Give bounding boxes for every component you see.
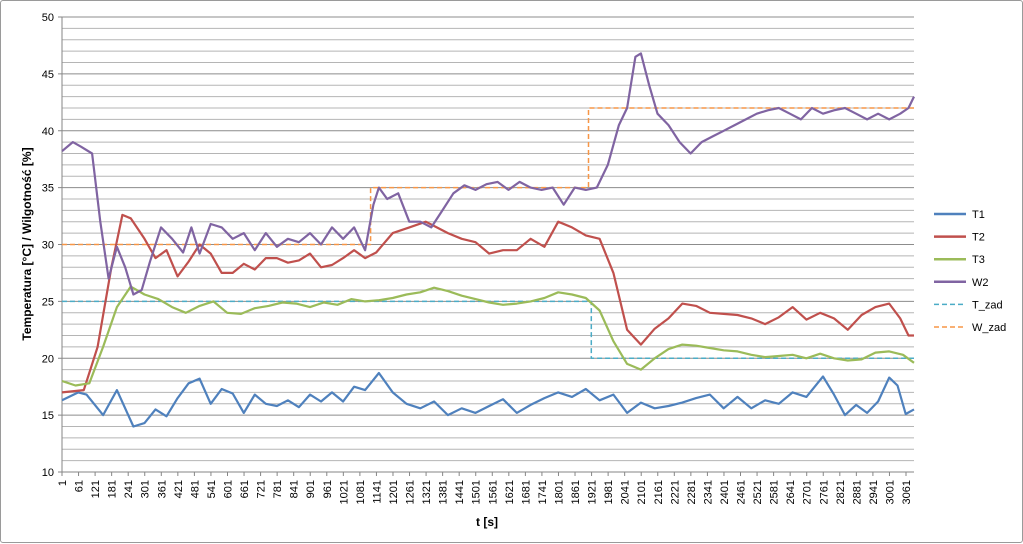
- x-tick-label: 2881: [851, 480, 863, 504]
- x-tick-label: 721: [256, 480, 268, 498]
- x-tick-label: 61: [74, 480, 86, 492]
- x-tick-label: 2281: [686, 480, 698, 504]
- x-tick-label: 1321: [421, 480, 433, 504]
- y-tick-label: 30: [42, 240, 54, 252]
- y-axis-title: Temperatura [°C] / Wilgotność [%]: [20, 147, 34, 340]
- x-tick-label: 1681: [520, 480, 532, 504]
- x-tick-label: 1501: [471, 480, 483, 504]
- series-line-t1: [61, 371, 915, 428]
- y-tick-labels: 10 15 20 25 30 35 40 45 50: [42, 12, 54, 479]
- x-tick-label: 2521: [752, 480, 764, 504]
- x-tick-label: 1921: [587, 480, 599, 504]
- series-layer: [61, 52, 915, 428]
- x-tick-label: 2041: [620, 480, 632, 504]
- x-tick-label: 1261: [405, 480, 417, 504]
- x-tick-label: 841: [289, 480, 301, 498]
- x-tick-label: 181: [107, 480, 119, 498]
- grid-layer: [62, 16, 914, 462]
- x-tick-label: 1801: [553, 480, 565, 504]
- x-tick-label: 241: [123, 480, 135, 498]
- x-tick-label: 1861: [570, 480, 582, 504]
- legend-label-t3: T3: [972, 254, 985, 266]
- x-tick-label: 2761: [818, 480, 830, 504]
- y-tick-label: 15: [42, 410, 54, 422]
- x-tick-label: 1981: [603, 480, 615, 504]
- x-tick-label: 901: [305, 480, 317, 498]
- series-line-t3: [61, 285, 915, 387]
- x-tick-label: 1741: [537, 480, 549, 504]
- x-tick-label: 1441: [454, 480, 466, 504]
- x-tick-label: 2161: [653, 480, 665, 504]
- x-tick-label: 1021: [338, 480, 350, 504]
- series-line-t2: [61, 213, 914, 394]
- y-tick-label: 10: [42, 467, 54, 479]
- x-tick-label: 541: [206, 480, 218, 498]
- legend-label-w2: W2: [972, 277, 989, 289]
- series-line-w2: [61, 52, 915, 296]
- x-tick-labels: 1 61 121 181 241 301 361 421 481 541 601 661 721 781 8…: [57, 480, 913, 504]
- x-tick-label: 961: [322, 480, 334, 498]
- x-tick-label: 661: [239, 480, 251, 498]
- series-line-t-zad: [62, 300, 914, 360]
- y-tick-label: 50: [42, 12, 54, 24]
- x-tick-label: 2461: [736, 480, 748, 504]
- x-tick-label: 2581: [769, 480, 781, 504]
- x-tick-label: 601: [222, 480, 234, 498]
- y-tick-label: 20: [42, 353, 54, 365]
- x-tick-label: 1141: [371, 480, 383, 504]
- x-tick-label: 3001: [884, 480, 896, 504]
- x-tick-label: 1081: [355, 480, 367, 504]
- x-tick-label: 781: [272, 480, 284, 498]
- legend-label-t2: T2: [972, 232, 985, 244]
- x-tick-label: 361: [156, 480, 168, 498]
- legend-label-t-zad: T_zad: [972, 299, 1003, 311]
- x-tick-label: 1381: [438, 480, 450, 504]
- x-tick-label: 2641: [785, 480, 797, 504]
- x-tick-label: 3061: [901, 480, 913, 504]
- legend-label-w-zad: W_zad: [972, 322, 1006, 334]
- x-tick-label: 2701: [802, 480, 814, 504]
- x-tick-label: 2821: [835, 480, 847, 504]
- x-tick-label: 2941: [868, 480, 880, 504]
- y-tick-label: 45: [42, 69, 54, 81]
- x-tick-label: 1561: [487, 480, 499, 504]
- x-tick-label: 301: [140, 480, 152, 498]
- x-axis-title: t [s]: [476, 515, 498, 529]
- x-tick-label: 121: [90, 480, 102, 498]
- x-tick-label: 481: [189, 480, 201, 498]
- x-tick-label: 2101: [636, 480, 648, 504]
- y-tick-label: 40: [42, 126, 54, 138]
- x-tick-label: 421: [173, 480, 185, 498]
- y-tick-label: 25: [42, 296, 54, 308]
- legend-label-t1: T1: [972, 209, 985, 221]
- x-tick-label: 2341: [702, 480, 714, 504]
- x-tick-label: 1621: [504, 480, 516, 504]
- x-tick-label: 2401: [719, 480, 731, 504]
- y-tick-label: 35: [42, 183, 54, 195]
- x-tick-label: 1: [57, 480, 69, 486]
- x-tick-label: 2221: [669, 480, 681, 504]
- x-tick-label: 1201: [388, 480, 400, 504]
- legend: T1 T2 T3 W2 T_zad W_zad: [934, 209, 1006, 334]
